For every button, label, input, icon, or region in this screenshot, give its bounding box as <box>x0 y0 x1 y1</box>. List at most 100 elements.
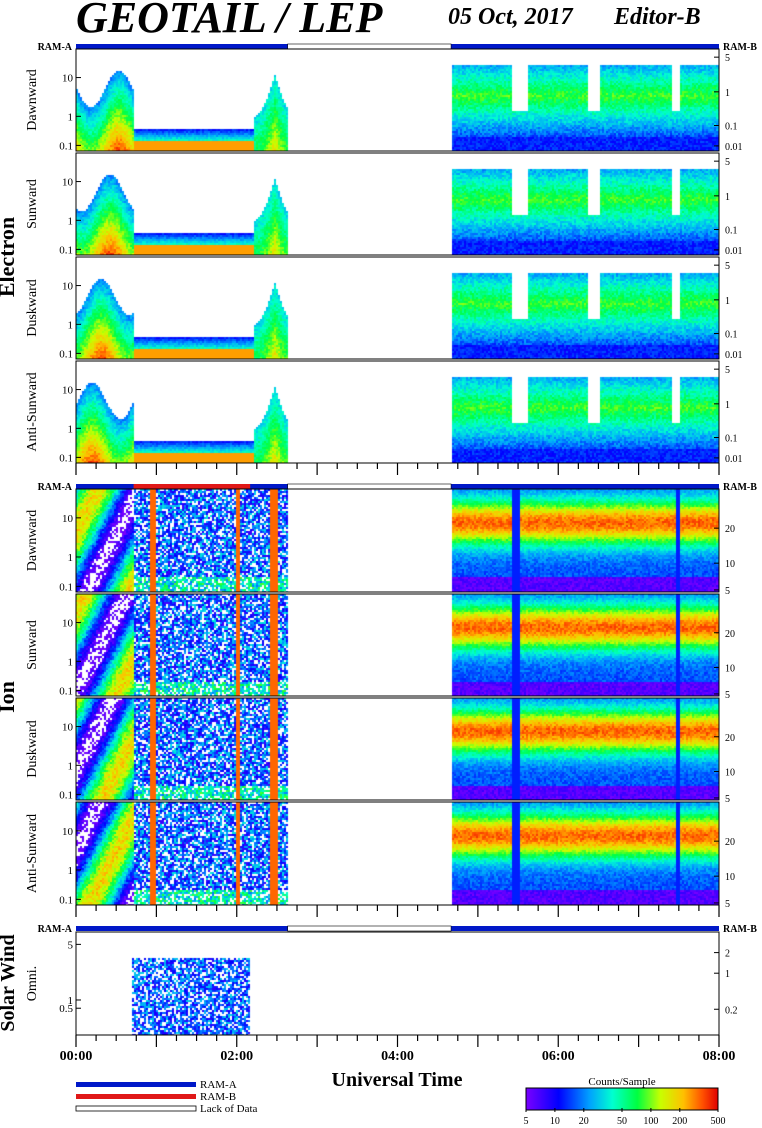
y-tick-label: 1 <box>68 865 74 877</box>
colorbar <box>525 1087 719 1111</box>
panel-frame <box>75 256 720 360</box>
y-tick-label: 10 <box>62 513 74 525</box>
y-tick-label: 1 <box>68 215 74 227</box>
spectrogram-heatmap <box>76 49 719 151</box>
colorbar-tick-label: 200 <box>672 1116 687 1127</box>
panel-frame <box>75 593 720 697</box>
ram-a-label: RAM-A <box>38 42 73 53</box>
legend-label: RAM-B <box>200 1091 236 1103</box>
colorbar-tick-label: 100 <box>643 1116 658 1127</box>
y-tick-label: 1 <box>68 995 74 1007</box>
y-tick-label-right: 0.1 <box>725 226 738 237</box>
y-tick-label-right: 5 <box>725 261 730 272</box>
panel-label: Omni. <box>25 966 40 1001</box>
y-tick-label-right: 0.2 <box>725 1005 738 1016</box>
panel-label: Anti-Sunward <box>25 814 40 893</box>
y-tick-label: 5 <box>68 939 74 951</box>
spectrogram-heatmap <box>76 257 719 359</box>
panel-label: Dawnward <box>25 69 40 130</box>
y-tick-label: 1 <box>68 111 74 123</box>
y-tick-label: 10 <box>62 73 74 85</box>
y-tick-label: 0.5 <box>59 1003 73 1015</box>
y-tick-label: 0.1 <box>59 140 73 152</box>
figure-editor: Editor-B <box>614 4 701 30</box>
y-tick-label: 10 <box>62 281 74 293</box>
spectrogram-heatmap <box>76 594 719 696</box>
y-tick-label: 0.1 <box>59 685 73 697</box>
spectrogram-heatmap <box>76 489 719 592</box>
legend-swatch <box>75 1105 197 1112</box>
legend-swatch <box>76 1094 196 1099</box>
y-tick-label-right: 10 <box>725 663 735 674</box>
y-tick-label-right: 1 <box>725 400 730 411</box>
legend-label: RAM-A <box>200 1079 237 1091</box>
y-tick-label-right: 20 <box>725 629 735 640</box>
y-tick-label: 1 <box>68 656 74 668</box>
y-tick-label-right: 1 <box>725 192 730 203</box>
colorbar-title: Counts/Sample <box>588 1076 655 1088</box>
lack-of-data-bar <box>287 925 452 932</box>
x-tick-label: 00:00 <box>60 1049 93 1064</box>
y-tick-label: 1 <box>68 760 74 772</box>
panel-frame <box>75 488 720 593</box>
lack-of-data-bar <box>287 483 452 490</box>
y-tick-label-right: 5 <box>725 586 730 597</box>
y-tick-label-right: 5 <box>725 365 730 376</box>
ram-b-label: RAM-B <box>723 924 757 935</box>
spectrogram-heatmap <box>76 153 719 255</box>
ram-b-label: RAM-B <box>723 42 757 53</box>
y-tick-label-right: 20 <box>725 733 735 744</box>
y-tick-label-right: 5 <box>725 690 730 701</box>
x-axis-title: Universal Time <box>332 1069 463 1091</box>
x-tick-label: 08:00 <box>703 1049 736 1064</box>
x-tick-label: 06:00 <box>542 1049 575 1064</box>
x-tick-label: 02:00 <box>220 1049 253 1064</box>
colorbar-tick-label: 10 <box>550 1116 560 1127</box>
y-tick-label-right: 0.01 <box>725 246 743 257</box>
spectrogram-heatmap <box>76 361 719 463</box>
y-tick-label: 0.1 <box>59 789 73 801</box>
y-tick-label-right: 0.1 <box>725 434 738 445</box>
ram-a-label: RAM-A <box>38 924 73 935</box>
colorbar-tick-label: 5 <box>524 1116 529 1127</box>
ram-a-label: RAM-A <box>38 482 73 493</box>
group-label: Solar Wind <box>0 934 19 1031</box>
y-tick-label-right: 0.01 <box>725 454 743 465</box>
panel-label: Duskward <box>25 720 40 778</box>
y-tick-label-right: 2 <box>725 949 730 960</box>
panel-frame <box>75 697 720 801</box>
y-tick-label-right: 5 <box>725 53 730 64</box>
ram-b-bar <box>133 484 251 489</box>
y-tick-label: 0.1 <box>59 581 73 593</box>
colorbar-tick-label: 50 <box>617 1116 627 1127</box>
y-tick-label: 10 <box>62 826 74 838</box>
y-tick-label: 10 <box>62 385 74 397</box>
figure-date: 05 Oct, 2017 <box>448 4 573 30</box>
y-tick-label-right: 5 <box>725 899 730 910</box>
y-tick-label: 10 <box>62 177 74 189</box>
panel-label: Sunward <box>25 179 40 229</box>
panel-label: Anti-Sunward <box>25 372 40 451</box>
y-tick-label-right: 10 <box>725 872 735 883</box>
y-tick-label: 10 <box>62 618 74 630</box>
ram-b-label: RAM-B <box>723 482 757 493</box>
figure-title: GEOTAIL / LEP <box>76 0 383 42</box>
y-tick-label: 0.1 <box>59 452 73 464</box>
spectrogram-heatmap <box>76 802 719 905</box>
y-tick-label: 0.1 <box>59 244 73 256</box>
y-tick-label-right: 20 <box>725 837 735 848</box>
y-tick-label-right: 5 <box>725 157 730 168</box>
y-tick-label-right: 10 <box>725 559 735 570</box>
y-tick-label-right: 0.1 <box>725 122 738 133</box>
spectrogram-heatmap <box>76 932 719 1035</box>
panel-label: Dawnward <box>25 510 40 571</box>
group-label: Electron <box>0 217 19 297</box>
y-tick-label: 1 <box>68 552 74 564</box>
panel-label: Sunward <box>25 620 40 670</box>
y-tick-label-right: 1 <box>725 88 730 99</box>
y-tick-label: 1 <box>68 423 74 435</box>
lack-of-data-bar <box>287 43 452 50</box>
colorbar-tick-label: 500 <box>711 1116 726 1127</box>
x-tick-label: 04:00 <box>381 1049 414 1064</box>
